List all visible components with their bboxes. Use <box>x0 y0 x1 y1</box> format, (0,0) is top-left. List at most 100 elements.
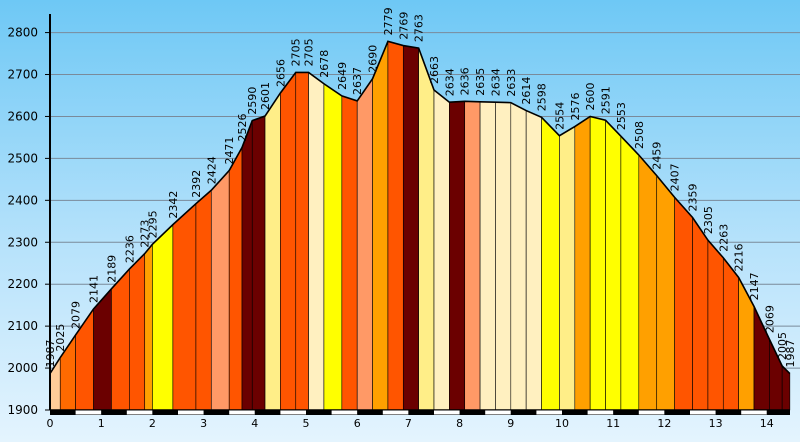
data-label: 1987 <box>44 340 57 368</box>
profile-line <box>49 40 791 375</box>
y-tick-label: 2400 <box>7 193 38 207</box>
band-black <box>715 410 767 415</box>
elevation-segment <box>152 223 174 411</box>
y-tick-labels: 1900 2000 2100 2200 2300 2400 2500 2600 2700 2800 <box>7 26 50 417</box>
distance-scale-band <box>50 410 790 415</box>
data-label: 2216 <box>733 243 746 271</box>
data-label: 2601 <box>259 82 272 110</box>
elevation-segment <box>323 83 343 411</box>
elevation-segment <box>308 71 325 411</box>
data-label: 2025 <box>54 324 67 352</box>
band-white <box>126 410 153 415</box>
data-label: 2141 <box>88 275 101 303</box>
elevation-segment <box>241 120 253 411</box>
data-label: 2342 <box>167 191 180 219</box>
data-label: 2634 <box>443 68 456 96</box>
band-white <box>587 410 614 415</box>
band-white <box>741 410 767 415</box>
y-tick-label: 2100 <box>7 319 38 333</box>
data-label: 1987 <box>784 340 797 368</box>
data-label: 2763 <box>413 14 426 42</box>
elevation-segment <box>210 169 230 411</box>
data-label: 2359 <box>687 184 700 212</box>
x-tick-label: 5 <box>303 417 310 430</box>
band-white <box>382 410 409 415</box>
band-white <box>178 410 204 415</box>
data-label: 2459 <box>651 142 664 170</box>
data-label: 2069 <box>763 305 776 333</box>
elevation-segment <box>195 189 212 411</box>
data-label: 2614 <box>520 77 533 105</box>
data-label: 2295 <box>146 210 159 238</box>
elevation-segment <box>656 174 675 411</box>
x-tick-label: 6 <box>354 417 361 430</box>
x-tick-label: 1 <box>98 417 105 430</box>
band-black <box>101 410 153 415</box>
elevation-segment <box>510 102 527 411</box>
y-tick-label: 2200 <box>7 277 38 291</box>
elevation-segment <box>433 89 450 411</box>
data-label: 2591 <box>600 86 613 114</box>
elevation-segment <box>144 243 153 411</box>
data-label: 2634 <box>489 68 502 96</box>
elevation-segment <box>574 115 591 411</box>
elevation-segment <box>372 41 389 411</box>
x-tick-label: 11 <box>606 417 620 430</box>
elevation-segment <box>638 154 658 411</box>
x-tick-label: 4 <box>251 417 258 430</box>
data-label: 2553 <box>615 102 628 130</box>
elevation-segment <box>525 110 542 411</box>
elevation-outline <box>49 40 791 375</box>
y-tick-label: 2000 <box>7 361 38 375</box>
x-tick-label: 2 <box>149 417 156 430</box>
data-label: 2590 <box>246 87 259 115</box>
elevation-segment <box>295 72 309 411</box>
data-label: 2424 <box>205 156 218 184</box>
x-tick-label: 10 <box>555 417 569 430</box>
elevation-segment <box>479 101 496 411</box>
x-tick-label: 14 <box>760 417 774 430</box>
data-label: 2633 <box>505 69 518 97</box>
data-label: 2690 <box>367 45 380 73</box>
y-tick-label: 2300 <box>7 235 38 249</box>
elevation-segment <box>605 119 622 411</box>
data-label: 2656 <box>274 59 287 87</box>
x-tick-label: 13 <box>709 417 723 430</box>
elevation-segment <box>280 71 297 411</box>
x-tick-label: 3 <box>200 417 207 430</box>
data-label: 2678 <box>318 50 331 78</box>
data-label: 2407 <box>669 163 682 191</box>
elevation-segment <box>264 91 281 411</box>
data-label: 2508 <box>633 121 646 149</box>
elevation-segment <box>356 77 373 411</box>
elevation-segment <box>341 95 358 411</box>
data-label: 2636 <box>459 67 472 95</box>
band-white <box>536 410 562 415</box>
x-tick-label: 12 <box>657 417 671 430</box>
elevation-segment <box>559 125 576 411</box>
band-white <box>434 410 460 415</box>
x-tick-label: 7 <box>405 417 412 430</box>
band-white <box>485 410 511 415</box>
y-tick-label: 2700 <box>7 68 38 82</box>
elevation-segment <box>418 47 435 411</box>
band-white <box>690 410 716 415</box>
band-white <box>331 410 358 415</box>
data-label: 2079 <box>70 301 83 329</box>
data-label: 2705 <box>290 38 303 66</box>
data-label: 2769 <box>397 12 410 40</box>
elevation-segment <box>172 202 197 411</box>
y-tick-label: 2800 <box>7 26 38 40</box>
y-tick-label: 2600 <box>7 109 38 123</box>
data-label: 2649 <box>336 62 349 90</box>
data-label: 2637 <box>351 67 364 95</box>
y-tick-label: 2500 <box>7 151 38 165</box>
data-label: 2779 <box>382 7 395 35</box>
data-label: 2554 <box>553 102 566 130</box>
elevation-segment <box>692 216 709 411</box>
x-tick-label: 0 <box>47 417 54 430</box>
elevation-segment <box>111 268 130 411</box>
elevation-segments <box>49 40 791 411</box>
elevation-segment <box>707 239 724 411</box>
